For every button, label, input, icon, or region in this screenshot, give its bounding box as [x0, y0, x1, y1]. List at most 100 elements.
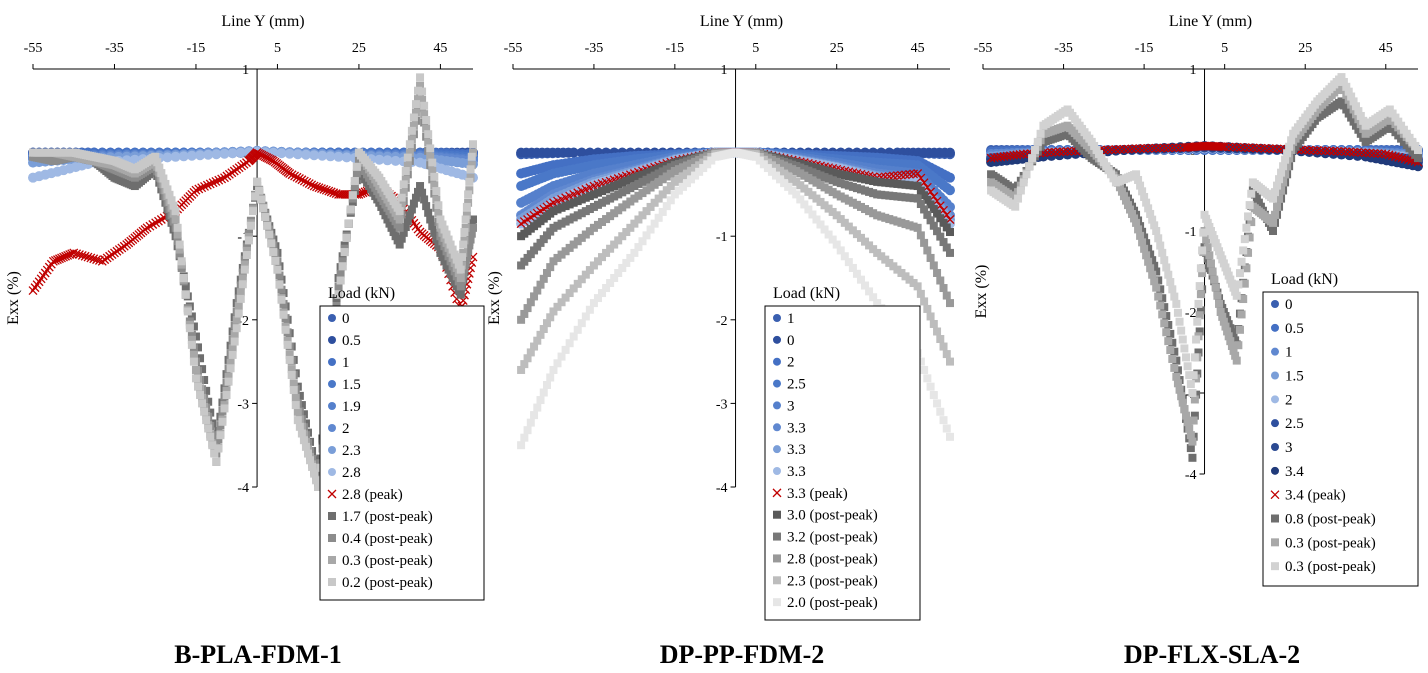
data-point — [589, 261, 598, 270]
data-point — [80, 251, 90, 261]
data-point — [1227, 279, 1236, 288]
data-point — [403, 153, 412, 162]
data-point — [204, 424, 213, 433]
data-point — [646, 183, 655, 192]
data-point — [198, 365, 207, 374]
data-point — [792, 161, 801, 170]
data-point — [916, 200, 925, 209]
data-point — [390, 155, 401, 166]
data-point — [175, 245, 184, 254]
data-point — [707, 156, 716, 165]
data-point — [861, 186, 870, 195]
data-point — [379, 207, 388, 216]
data-point — [942, 424, 951, 433]
data-point — [610, 182, 619, 191]
data-point — [542, 268, 551, 277]
legend-label: 3.4 (peak) — [1285, 488, 1346, 504]
data-point — [784, 159, 793, 168]
data-point — [593, 257, 602, 266]
data-point — [852, 230, 861, 239]
data-point — [905, 193, 914, 202]
data-point — [456, 290, 465, 299]
data-point — [536, 396, 545, 405]
data-point — [391, 232, 400, 241]
data-point — [634, 243, 643, 252]
data-point — [1146, 250, 1155, 259]
data-point — [1195, 327, 1204, 336]
data-point — [1205, 222, 1214, 231]
data-point — [1150, 277, 1159, 286]
data-point — [465, 241, 474, 250]
data-point — [877, 212, 886, 221]
data-point — [86, 253, 96, 263]
data-point — [469, 223, 477, 232]
data-point — [326, 187, 336, 197]
data-point — [434, 201, 443, 210]
data-point — [905, 181, 914, 190]
data-point — [187, 340, 196, 349]
data-point — [467, 152, 476, 161]
data-point — [1220, 142, 1230, 152]
x-axis-title: Line Y (mm) — [700, 13, 783, 30]
data-point — [913, 182, 922, 191]
data-point — [658, 163, 667, 172]
data-point — [630, 173, 639, 182]
data-point — [1216, 142, 1226, 152]
data-point — [442, 261, 451, 270]
data-point — [374, 154, 385, 165]
data-point — [1223, 327, 1232, 336]
data-point — [236, 294, 245, 303]
data-point — [1178, 398, 1187, 407]
data-point — [290, 171, 300, 181]
data-point — [1030, 146, 1039, 154]
data-point — [763, 158, 772, 167]
data-point — [1273, 202, 1282, 211]
data-point — [662, 202, 671, 211]
data-point — [1146, 264, 1155, 273]
data-point — [1347, 113, 1356, 122]
data-point — [1175, 317, 1184, 326]
data-point — [1271, 210, 1280, 219]
data-point — [219, 148, 230, 159]
data-point — [1104, 166, 1113, 175]
data-point — [626, 184, 635, 193]
data-point — [1095, 150, 1103, 159]
data-point — [536, 330, 545, 339]
data-point — [77, 250, 87, 260]
data-point — [767, 155, 776, 164]
legend-label: 2 — [342, 421, 350, 437]
data-point — [1216, 308, 1225, 316]
data-point — [1059, 147, 1069, 157]
data-point — [546, 313, 555, 322]
data-point — [1285, 154, 1294, 163]
data-point — [942, 291, 951, 300]
data-point — [464, 190, 473, 199]
legend-label: 0.3 (post-peak) — [342, 553, 433, 569]
data-point — [1229, 283, 1238, 292]
legend-label: 1.9 — [342, 399, 361, 415]
data-point — [1277, 186, 1286, 195]
data-point — [792, 166, 801, 175]
data-point — [614, 190, 623, 199]
data-point — [214, 444, 223, 453]
data-point — [464, 198, 473, 207]
data-point — [848, 172, 857, 181]
data-point — [460, 236, 469, 245]
data-point — [1345, 147, 1354, 157]
legend-marker — [773, 510, 781, 519]
data-point — [1275, 194, 1284, 203]
data-point — [585, 192, 594, 201]
x-tick-label: 5 — [1221, 41, 1228, 56]
data-point — [836, 246, 845, 255]
data-point — [1126, 205, 1135, 214]
data-point — [646, 173, 655, 182]
data-point — [533, 286, 542, 295]
data-point — [901, 193, 910, 202]
data-point — [920, 238, 929, 247]
data-point — [542, 319, 551, 328]
data-point — [1173, 308, 1182, 317]
data-point — [678, 182, 687, 191]
data-point — [788, 165, 797, 174]
data-point — [682, 157, 691, 166]
legend-marker — [773, 357, 781, 366]
